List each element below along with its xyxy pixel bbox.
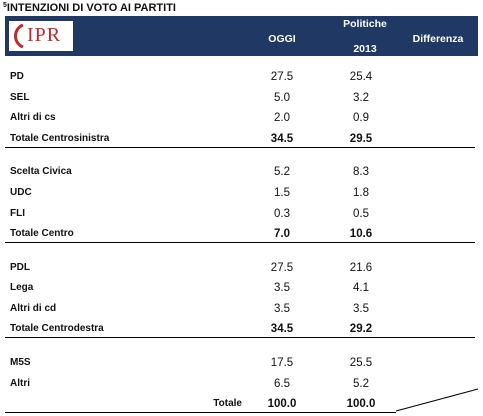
row-label: SEL xyxy=(10,91,30,103)
col-politiche: Politiche xyxy=(343,18,387,30)
value-politiche: 3.5 xyxy=(353,302,369,315)
total-rule xyxy=(5,337,475,339)
value-politiche: 4.1 xyxy=(353,282,369,295)
row-label: FLI xyxy=(10,207,25,219)
value-oggi: 34.5 xyxy=(270,323,294,336)
value-politiche: 0.9 xyxy=(353,112,369,125)
total-rule xyxy=(5,146,475,148)
logo-box: IPR xyxy=(9,21,73,51)
logo-text: IPR xyxy=(27,24,62,46)
row-label: PD xyxy=(10,71,24,82)
value-oggi: 27.5 xyxy=(270,71,294,83)
value-politiche: 25.4 xyxy=(349,71,373,83)
row-label: M5S xyxy=(10,356,31,368)
row-label: Altri xyxy=(10,377,30,389)
value-oggi: 0.3 xyxy=(274,207,290,220)
value-oggi: 2.0 xyxy=(274,112,290,125)
value-oggi: 6.5 xyxy=(274,377,290,390)
total-label: Totale Centrosinistra xyxy=(10,132,110,144)
value-oggi: 17.5 xyxy=(270,356,294,369)
title: 5INTENZIONI DI VOTO AI PARTITI xyxy=(3,2,176,14)
value-oggi: 3.5 xyxy=(274,302,290,315)
value-politiche: 8.3 xyxy=(353,166,369,179)
value-politiche: 0.5 xyxy=(353,207,369,220)
total-rule xyxy=(5,412,396,414)
value-politiche: 29.5 xyxy=(349,132,373,145)
col-oggi: OGGI xyxy=(268,33,296,45)
value-oggi: 7.0 xyxy=(274,228,290,241)
value-politiche: 29.2 xyxy=(349,323,373,336)
value-politiche: 3.2 xyxy=(353,91,369,104)
value-politiche: 100.0 xyxy=(346,398,376,411)
value-politiche: 1.8 xyxy=(353,186,369,199)
row-label: UDC xyxy=(10,186,32,198)
value-oggi: 1.5 xyxy=(274,186,290,199)
value-politiche: 21.6 xyxy=(349,261,373,274)
row-label: Scelta Civica xyxy=(10,166,72,178)
row-label: Altri di cs xyxy=(10,112,56,124)
value-oggi: 27.5 xyxy=(270,261,294,274)
row-label: Lega xyxy=(10,282,34,294)
title-number: 5 xyxy=(3,2,7,9)
value-politiche: 5.2 xyxy=(353,377,369,390)
row-label: Altri di cd xyxy=(10,302,57,314)
total-rule xyxy=(5,242,475,244)
total-label: Totale xyxy=(213,398,242,410)
col-politiche-year: 2013 xyxy=(353,43,377,55)
col-differenza: Differenza xyxy=(412,33,464,45)
title-text: INTENZIONI DI VOTO AI PARTITI xyxy=(6,2,176,14)
row-label: PDL xyxy=(10,261,30,273)
total-label: Totale Centro xyxy=(10,228,74,240)
value-politiche: 10.6 xyxy=(349,228,373,241)
logo-swoosh xyxy=(14,23,24,49)
value-politiche: 25.5 xyxy=(349,356,373,369)
value-oggi: 5.2 xyxy=(274,166,290,179)
value-oggi: 5.0 xyxy=(274,91,290,104)
value-oggi: 100.0 xyxy=(267,398,297,411)
total-label: Totale Centrodestra xyxy=(10,323,104,335)
value-oggi: 34.5 xyxy=(270,132,294,145)
header-bar xyxy=(5,16,478,56)
value-oggi: 3.5 xyxy=(274,282,290,295)
